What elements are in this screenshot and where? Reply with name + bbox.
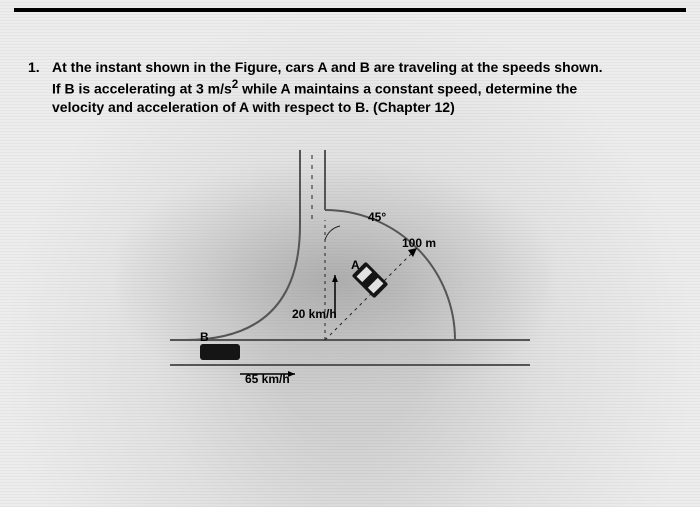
- car-a-label: A: [351, 258, 360, 272]
- top-rule: [14, 8, 686, 12]
- question-line2a: If B is accelerating at 3 m/s: [52, 81, 232, 97]
- car-b-speed: 65 km/h: [245, 372, 290, 386]
- car-a-speed: 20 km/h: [292, 307, 337, 321]
- page: 1. At the instant shown in the Figure, c…: [0, 0, 700, 507]
- figure: 45° 100 m A 20 km/h B 65 km/h: [170, 150, 530, 410]
- question-number: 1.: [28, 58, 40, 77]
- figure-svg: [170, 150, 530, 410]
- radius-label: 100 m: [402, 236, 436, 250]
- question-line3: velocity and acceleration of A with resp…: [52, 99, 455, 115]
- question-block: 1. At the instant shown in the Figure, c…: [52, 58, 652, 117]
- car-b-label: B: [200, 330, 209, 344]
- angle-label: 45°: [368, 210, 386, 224]
- question-line2b: while A maintains a constant speed, dete…: [238, 81, 577, 97]
- question-line1: At the instant shown in the Figure, cars…: [52, 59, 603, 75]
